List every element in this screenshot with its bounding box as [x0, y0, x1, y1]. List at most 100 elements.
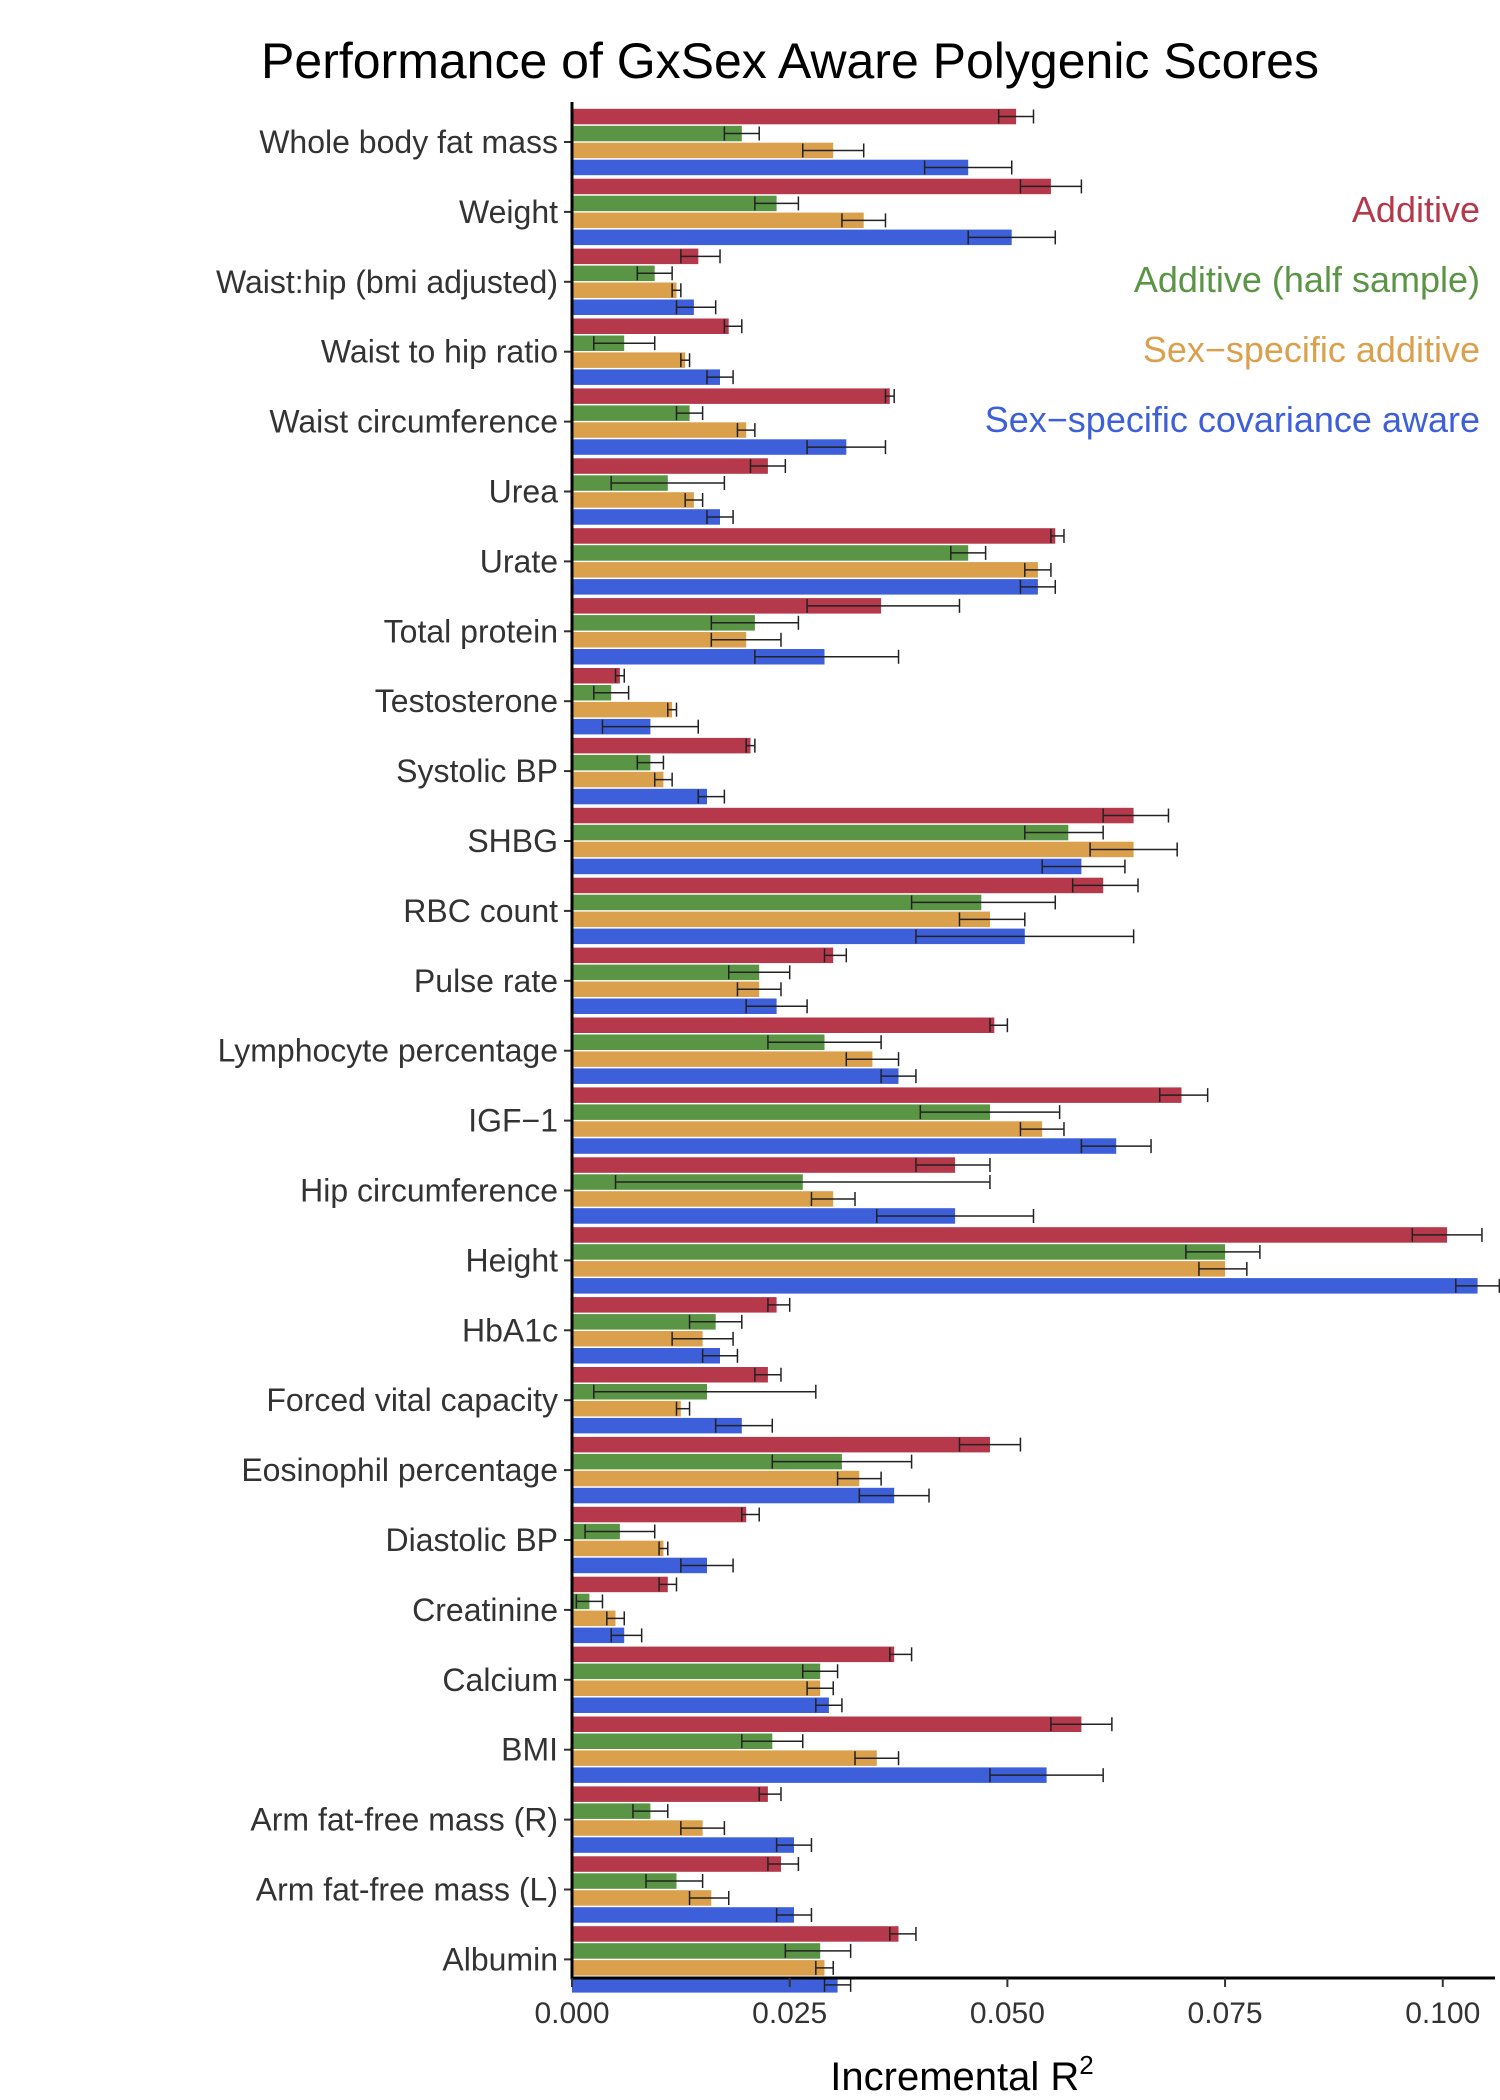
- bar-2: [572, 964, 760, 981]
- error-bar: [610, 1628, 643, 1643]
- error-bar: [636, 266, 673, 281]
- bar-2: [572, 1244, 1226, 1260]
- error-bar: [915, 929, 1135, 944]
- bar-1: [572, 668, 620, 684]
- error-bar: [1019, 179, 1083, 194]
- category-label: Eosinophil percentage: [241, 1452, 558, 1488]
- error-bar: [671, 283, 682, 298]
- legend-entry: Additive (half sample): [1134, 259, 1480, 300]
- error-bar: [802, 1664, 839, 1679]
- error-bar: [815, 1960, 834, 1975]
- error-bar: [950, 545, 987, 560]
- bar-4: [572, 1417, 742, 1434]
- error-bar: [841, 213, 887, 228]
- bar-1: [572, 1436, 990, 1453]
- bar-3: [572, 282, 677, 298]
- bar-3: [572, 1331, 703, 1347]
- error-bar: [754, 1367, 782, 1382]
- bar-3: [572, 1890, 712, 1906]
- bar-4: [572, 1208, 956, 1224]
- bar-3: [572, 422, 747, 438]
- bar-1: [572, 1087, 1182, 1103]
- error-bar: [684, 492, 704, 507]
- error-bar: [967, 230, 1057, 245]
- bar-3: [572, 562, 1038, 578]
- error-bar: [706, 370, 734, 385]
- bar-1: [572, 947, 834, 964]
- category-label: Waist circumference: [269, 404, 558, 440]
- error-bar: [1198, 1261, 1248, 1276]
- error-bar: [767, 1857, 800, 1872]
- error-bar: [775, 1838, 813, 1853]
- bar-1: [572, 1646, 895, 1663]
- bar-4: [572, 1977, 838, 1993]
- error-bar: [1024, 562, 1052, 577]
- bar-3: [572, 1400, 681, 1417]
- bar-3: [572, 632, 747, 648]
- bar-4: [572, 1068, 899, 1084]
- bar-1: [572, 1017, 995, 1033]
- legend-entry: Additive: [1352, 189, 1480, 230]
- category-label: Albumin: [442, 1941, 558, 1977]
- error-bar: [714, 1418, 774, 1433]
- error-bar: [653, 772, 673, 787]
- bar-2: [572, 195, 777, 212]
- bar-3: [572, 1470, 860, 1487]
- error-bar: [1019, 579, 1057, 594]
- error-bar: [675, 406, 704, 421]
- category-label: Height: [466, 1242, 559, 1278]
- bar-1: [572, 1506, 747, 1523]
- legend-entry: Sex−specific covariance aware: [985, 399, 1480, 440]
- bar-3: [572, 701, 673, 718]
- axes-layer: [564, 102, 1495, 1980]
- error-bar: [1411, 1227, 1483, 1242]
- bar-3: [572, 771, 664, 788]
- error-bar: [741, 1734, 804, 1749]
- bar-2: [572, 1803, 651, 1819]
- legend-entry: Sex−specific additive: [1143, 329, 1480, 370]
- bar-3: [572, 1610, 616, 1627]
- category-label: Urea: [489, 474, 559, 510]
- error-bar: [810, 1191, 856, 1206]
- bar-4: [572, 928, 1025, 945]
- x-ticks: 0.000 0.025 0.050 0.075 0.100: [534, 1978, 1480, 2030]
- category-label: HbA1c: [462, 1312, 558, 1348]
- error-bar: [1024, 825, 1104, 840]
- bar-2: [572, 1943, 821, 1959]
- category-label: RBC count: [403, 893, 558, 929]
- error-bar: [754, 196, 800, 211]
- bar-4: [572, 159, 969, 176]
- bar-4: [572, 229, 1012, 246]
- bar-4: [572, 579, 1038, 595]
- bar-2: [572, 685, 612, 701]
- bar-2: [572, 894, 982, 911]
- bar-2: [572, 265, 655, 282]
- error-bar: [680, 353, 691, 368]
- error-bar: [775, 1907, 813, 1922]
- bar-4: [572, 1557, 707, 1574]
- x-tick-label: 0.100: [1405, 1997, 1480, 2030]
- error-bar: [697, 789, 726, 804]
- category-label: IGF−1: [468, 1103, 558, 1139]
- chart-title: Performance of GxSex Aware Polygenic Sco…: [261, 33, 1319, 89]
- bar-4: [572, 509, 720, 525]
- bar-3: [572, 1051, 873, 1067]
- error-bar: [767, 1297, 791, 1312]
- bar-1: [572, 528, 1056, 544]
- error-bar: [806, 598, 961, 613]
- error-bar: [601, 719, 700, 734]
- bar-3: [572, 1191, 834, 1207]
- error-bar: [823, 948, 848, 963]
- bar-3: [572, 142, 834, 159]
- bar-1: [572, 737, 751, 754]
- bar-2: [572, 754, 651, 771]
- error-bar: [997, 109, 1035, 124]
- error-bar: [736, 423, 756, 438]
- error-bar: [675, 1401, 691, 1416]
- error-bar: [958, 912, 1026, 927]
- error-bar: [710, 615, 800, 630]
- bars-layer: [572, 108, 1478, 1993]
- error-bar: [632, 1804, 669, 1819]
